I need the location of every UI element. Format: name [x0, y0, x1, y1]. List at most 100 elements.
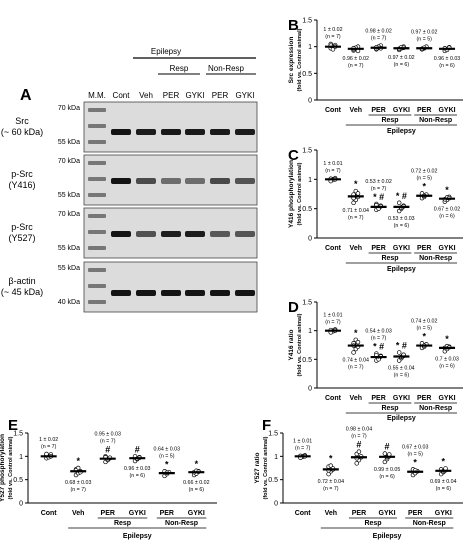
blot-kda-marker: 55 kDa [58, 139, 80, 146]
y-tick-label: 0.5 [302, 357, 312, 364]
y-axis-label: Src expression [288, 37, 295, 84]
n-label: (n = 7) [371, 186, 387, 192]
value-label: 0.98 ± 0.04 [346, 427, 373, 433]
n-label: (n = 6) [379, 474, 395, 480]
n-label: (n = 6) [439, 363, 455, 369]
blot-row-sublabel: (Y527) [8, 233, 35, 243]
blot-lane-label: Cont [113, 91, 131, 100]
data-point [355, 339, 361, 345]
x-tick-label: Veh [72, 510, 84, 517]
y-tick-label: 1.5 [302, 18, 312, 25]
blot-band [185, 231, 205, 237]
x-tick-label: PER [101, 510, 115, 517]
blot-lane-label: Veh [139, 91, 153, 100]
n-label: (n = 6) [394, 372, 410, 378]
data-point [396, 200, 402, 206]
x-tick-label: PER [417, 245, 431, 252]
blot-kda-marker: 55 kDa [58, 265, 80, 272]
value-label: 1 ± 0.01 [293, 438, 312, 444]
blot-band [185, 290, 205, 296]
significance-mark: * [195, 459, 199, 469]
y-tick-label: 1 [308, 177, 312, 184]
blot-row-label: p-Src [11, 169, 33, 179]
value-label: 0.71 ± 0.04 [343, 208, 370, 214]
value-label: 0.96 ± 0.02 [343, 56, 370, 62]
blot-band [161, 178, 181, 184]
blot-band [111, 129, 131, 135]
y-axis-label-sub: (fold vs. Control animal) [297, 313, 303, 376]
blot-lane-label: PER [212, 91, 229, 100]
blot-band [235, 231, 255, 237]
x-tick-label: PER [371, 245, 385, 252]
x-tick-label: PER [371, 395, 385, 402]
epilepsy-group-label: Epilepsy [387, 266, 416, 273]
panel-label-a: A [20, 87, 32, 104]
n-label: (n = 7) [325, 34, 341, 40]
chart-panel-d-y416-ratio: D 0 0.5 1 1.5 Y416 ratio (fold vs. Control ani… [288, 299, 463, 422]
x-tick-label: Veh [350, 245, 362, 252]
n-label: (n = 7) [323, 486, 339, 492]
n-label: (n = 6) [439, 63, 455, 69]
blot-lane-label: M.M. [88, 91, 106, 100]
blot-band [161, 231, 181, 237]
blot-band [161, 129, 181, 135]
blot-kda-marker: 55 kDa [58, 192, 80, 199]
blot-group-nonresp-label: Non-Resp [208, 64, 245, 73]
y-axis-label: Y527 ratio [254, 452, 261, 483]
x-tick-label: Veh [350, 107, 362, 114]
n-label: (n = 6) [436, 486, 452, 492]
blot-lane-label: PER [163, 91, 180, 100]
blot-band [185, 178, 205, 184]
blot-marker-band [88, 268, 106, 272]
n-label: (n = 7) [295, 445, 311, 451]
x-tick-label: Cont [41, 510, 58, 517]
blot-band [210, 129, 230, 135]
nonresp-group-label: Non-Resp [419, 255, 452, 262]
value-label: 0.53 ± 0.02 [365, 179, 392, 185]
significance-mark: * # [396, 191, 407, 201]
x-tick-label: Veh [325, 510, 337, 517]
y-tick-label: 0.5 [302, 206, 312, 213]
y-tick-label: 0.5 [268, 477, 278, 484]
blot-row-sublabel: (Y416) [8, 180, 35, 190]
value-label: 0.72 ± 0.02 [411, 168, 438, 174]
significance-mark: * [76, 456, 80, 466]
y-axis-label: Y416 phosphorylation [288, 160, 295, 228]
blot-marker-band [88, 161, 106, 165]
n-label: (n = 7) [325, 320, 341, 326]
value-label: 0.72 ± 0.04 [318, 479, 345, 485]
blot-lane-label: GYKI [235, 91, 254, 100]
panel-label-f: F [262, 417, 271, 434]
value-label: 0.7 ± 0.03 [435, 356, 459, 362]
n-label: (n = 6) [394, 223, 410, 229]
value-label: 0.98 ± 0.02 [365, 29, 392, 35]
blot-marker-band [88, 124, 106, 128]
significance-mark: * # [373, 192, 384, 202]
blot-band [235, 178, 255, 184]
panel-label-e: E [8, 417, 18, 434]
n-label: (n = 5) [407, 451, 423, 457]
x-tick-label: GYKI [129, 510, 146, 517]
y-axis-label-sub: (fold vs. Control animal) [8, 436, 14, 499]
y-tick-label: 1 [308, 44, 312, 51]
x-tick-label: Veh [350, 395, 362, 402]
blot-kda-marker: 55 kDa [58, 245, 80, 252]
resp-group-label: Resp [114, 520, 131, 527]
significance-mark: # [105, 444, 110, 454]
n-label: (n = 5) [416, 175, 432, 181]
panel-label-d: D [288, 299, 299, 316]
y-tick-label: 1.5 [268, 431, 278, 438]
blot-marker-band [88, 177, 106, 181]
blot-membrane [83, 261, 258, 313]
epilepsy-group-label: Epilepsy [387, 415, 416, 422]
n-label: (n = 7) [325, 168, 341, 174]
data-point [355, 191, 361, 196]
significance-mark: # [135, 444, 140, 454]
n-label: (n = 7) [348, 215, 364, 221]
significance-mark: # [356, 440, 361, 450]
blot-band [136, 129, 156, 135]
value-label: 0.68 ± 0.03 [65, 480, 92, 486]
blot-kda-marker: 70 kDa [58, 211, 80, 218]
data-point [354, 461, 359, 466]
blot-band [111, 231, 131, 237]
